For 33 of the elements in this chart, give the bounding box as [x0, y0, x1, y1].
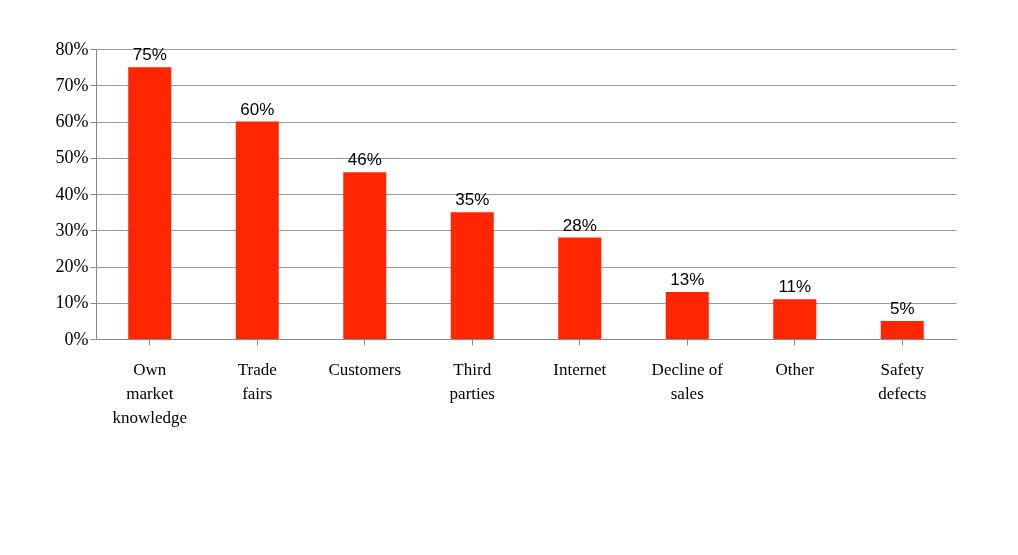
x-tick-label: Own market knowledge — [112, 359, 188, 427]
y-tick-label: 70% — [55, 74, 89, 95]
y-tick-label: 30% — [55, 219, 89, 240]
bar — [128, 67, 172, 339]
y-tick-label: 10% — [55, 292, 89, 313]
data-label: 75% — [132, 45, 167, 65]
data-label: 13% — [670, 269, 705, 289]
y-tick-label: 40% — [55, 183, 89, 204]
data-label: 35% — [455, 190, 490, 210]
x-tick-label: Safety defects — [878, 359, 927, 403]
x-tick-label: Other — [775, 359, 815, 379]
data-label: 11% — [778, 277, 812, 297]
x-tick-label: Third parties — [449, 359, 495, 403]
bar — [235, 121, 279, 339]
data-label: 46% — [347, 150, 382, 170]
y-tick-label: 60% — [55, 111, 89, 131]
x-tick-label: Trade fairs — [237, 359, 277, 403]
x-tick-label: Decline of sales — [651, 359, 724, 403]
data-label: 5% — [889, 298, 915, 318]
data-label: 28% — [562, 215, 597, 235]
bar — [343, 172, 387, 339]
y-tick-label: 50% — [55, 147, 89, 168]
bar — [665, 291, 709, 339]
y-tick-label: 80% — [55, 38, 89, 59]
data-label: 60% — [240, 99, 275, 119]
bar — [773, 299, 817, 339]
x-tick-label: Internet — [553, 359, 607, 379]
x-tick-label: Customers — [328, 359, 402, 379]
bar — [450, 212, 494, 339]
bar — [880, 320, 924, 339]
y-tick-label: 20% — [55, 256, 89, 276]
bar — [558, 237, 602, 339]
y-tick-label: 0% — [64, 328, 89, 349]
